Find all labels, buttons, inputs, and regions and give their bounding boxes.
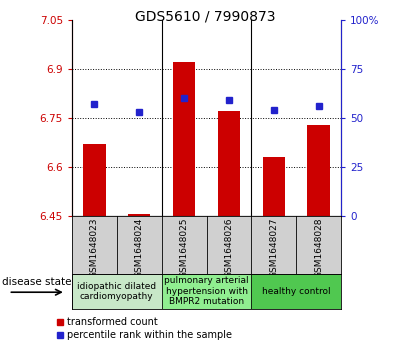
Bar <box>162 274 252 309</box>
Text: GSM1648026: GSM1648026 <box>224 218 233 278</box>
Text: GSM1648025: GSM1648025 <box>180 218 189 278</box>
Bar <box>173 62 195 216</box>
Text: idiopathic dilated
cardiomyopathy: idiopathic dilated cardiomyopathy <box>77 282 156 301</box>
Bar <box>263 157 285 216</box>
Bar <box>83 144 106 216</box>
Bar <box>252 274 341 309</box>
Text: GSM1648027: GSM1648027 <box>269 218 278 278</box>
Bar <box>72 274 162 309</box>
Bar <box>128 214 150 216</box>
Text: GSM1648028: GSM1648028 <box>314 218 323 278</box>
Text: GSM1648024: GSM1648024 <box>135 218 144 278</box>
Text: GSM1648023: GSM1648023 <box>90 218 99 278</box>
Text: disease state: disease state <box>2 277 72 287</box>
Bar <box>307 125 330 216</box>
Text: healthy control: healthy control <box>262 287 330 296</box>
Text: pulmonary arterial
hypertension with
BMPR2 mutation: pulmonary arterial hypertension with BMP… <box>164 276 249 306</box>
Bar <box>218 111 240 216</box>
Text: GDS5610 / 7990873: GDS5610 / 7990873 <box>135 9 276 23</box>
Legend: transformed count, percentile rank within the sample: transformed count, percentile rank withi… <box>56 317 232 340</box>
